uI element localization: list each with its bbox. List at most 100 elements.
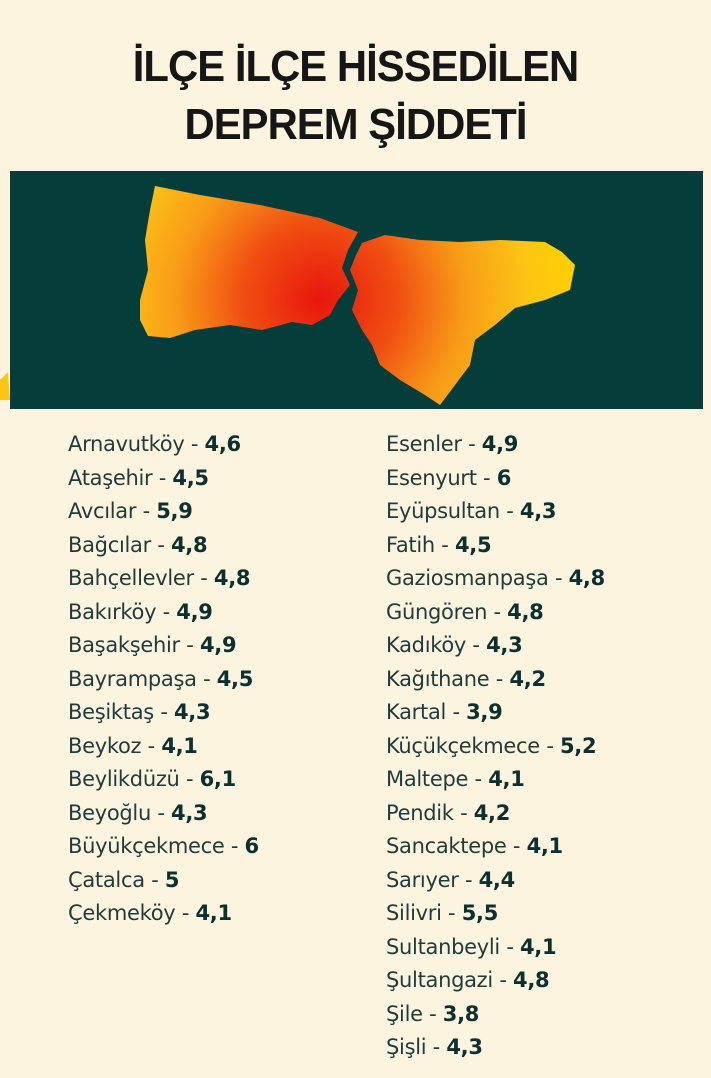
- district-name: Başakşehir: [68, 633, 180, 657]
- map-background: [10, 171, 703, 409]
- district-name: Beykoz: [68, 733, 142, 758]
- intensity-value: 5,5: [461, 901, 499, 925]
- district-row: Sarıyer - 4,4: [386, 864, 605, 898]
- separator: -: [147, 733, 156, 758]
- separator: -: [493, 599, 501, 624]
- separator: -: [160, 700, 168, 724]
- intensity-value: 4,1: [520, 934, 557, 959]
- map: [0, 171, 703, 409]
- district-row: Sultanbeyli - 4,1: [386, 931, 605, 965]
- district-name: Arnavutköy: [68, 432, 185, 456]
- district-name: Bağcılar: [68, 532, 151, 557]
- separator: -: [429, 1001, 437, 1026]
- separator: -: [464, 867, 473, 892]
- edge-shape: [0, 372, 10, 400]
- district-name: Silivri: [386, 901, 442, 925]
- intensity-value: 6: [244, 834, 260, 858]
- separator: -: [506, 934, 514, 959]
- district-row: Avcılar - 5,9: [68, 495, 259, 529]
- district-name: Beşiktaş: [68, 700, 154, 724]
- district-row: Başakşehir - 4,9: [68, 629, 259, 663]
- intensity-value: 4,2: [473, 800, 511, 825]
- intensity-value: 4,4: [478, 867, 516, 892]
- separator: -: [472, 633, 480, 657]
- district-row: Bakırköy - 4,9: [68, 596, 259, 630]
- district-name: Pendik: [386, 800, 454, 825]
- district-name: Şile: [386, 1001, 423, 1026]
- district-name: Bayrampaşa: [68, 666, 197, 691]
- intensity-value: 4,5: [216, 666, 254, 691]
- intensity-value: 5,2: [559, 733, 597, 758]
- intensity-value: 6,1: [199, 767, 237, 791]
- district-row: Beşiktaş - 4,3: [68, 696, 259, 730]
- intensity-value: 4,8: [171, 532, 208, 557]
- district-row: Esenler - 4,9: [386, 428, 605, 462]
- intensity-value: 4,8: [568, 566, 606, 590]
- separator: -: [474, 767, 483, 791]
- title-line: İLÇE İLÇE HİSSEDİLEN: [132, 42, 579, 91]
- district-row: Esenyurt - 6: [386, 462, 605, 496]
- separator: -: [181, 901, 190, 925]
- column: Esenler - 4,9 Esenyurt - 6 Eyüpsultan - 4,…: [386, 428, 605, 1065]
- district-row: Güngören - 4,8: [386, 596, 605, 630]
- district-row: Bayrampaşa - 4,5: [68, 663, 259, 697]
- intensity-value: 3,8: [442, 1001, 480, 1026]
- district-row: Kağıthane - 4,2: [386, 663, 605, 697]
- district-name: Bakırköy: [68, 599, 157, 624]
- district-row: Pendik - 4,2: [386, 797, 605, 831]
- separator: -: [448, 901, 456, 925]
- district-row: Gaziosmanpaşa - 4,8: [386, 562, 605, 596]
- district-row: Bahçellevler - 4,8: [68, 562, 259, 596]
- intensity-value: 4,1: [526, 834, 564, 858]
- district-row: Silivri - 5,5: [386, 897, 605, 931]
- separator: -: [499, 968, 507, 992]
- intensity-value: 4,8: [213, 566, 251, 590]
- district-row: Bağcılar - 4,8: [68, 529, 259, 563]
- district-name: Beylikdüzü: [68, 767, 180, 791]
- separator: -: [158, 465, 167, 490]
- district-name: Büyükçekmece: [68, 834, 225, 858]
- district-row: Kartal - 3,9: [386, 696, 605, 730]
- separator: -: [157, 800, 165, 825]
- separator: -: [230, 834, 239, 858]
- district-name: Ataşehir: [68, 465, 153, 490]
- separator: -: [432, 1035, 441, 1059]
- district-name: Gaziosmanpaşa: [386, 566, 549, 590]
- district-name: Esenler: [386, 432, 462, 456]
- europe-side: [140, 186, 358, 338]
- district-name: Esenyurt: [386, 465, 477, 490]
- separator: -: [468, 432, 476, 456]
- separator: -: [203, 666, 211, 691]
- district-row: Büyükçekmece - 6: [68, 830, 259, 864]
- separator: -: [185, 767, 194, 791]
- district-name: Maltepe: [386, 767, 469, 791]
- separator: -: [506, 499, 514, 523]
- intensity-value: 4,9: [199, 633, 237, 657]
- district-row: Kadıköy - 4,3: [386, 629, 605, 663]
- intensity-value: 4,3: [446, 1035, 483, 1059]
- separator: -: [151, 867, 159, 892]
- separator: -: [554, 566, 563, 590]
- district-name: Avcılar: [68, 499, 137, 523]
- intensity-value: 4,5: [454, 532, 492, 557]
- district-row: Beyoğlu - 4,3: [68, 797, 259, 831]
- intensity-value: 4,3: [173, 700, 211, 724]
- district-name: Bahçellevler: [68, 566, 194, 590]
- district-name: Kartal: [386, 700, 447, 724]
- district-row: Maltepe - 4,1: [386, 763, 605, 797]
- district-name: Kadıköy: [386, 633, 467, 657]
- title-line: DEPREM ŞİDDETİ: [184, 100, 527, 149]
- district-row: Şultangazi - 4,8: [386, 964, 605, 998]
- district-name: Güngören: [386, 599, 488, 624]
- district-row: Sancaktepe - 4,1: [386, 830, 605, 864]
- intensity-value: 4,9: [176, 599, 213, 624]
- intensity-value: 4,2: [509, 666, 546, 691]
- separator: -: [142, 499, 151, 523]
- intensity-value: 4,8: [507, 599, 544, 624]
- intensity-value: 4,9: [481, 432, 519, 456]
- intensity-value: 4,5: [172, 465, 209, 490]
- separator: -: [157, 532, 165, 557]
- intensity-value: 4,6: [204, 432, 242, 456]
- intensity-value: 4,3: [486, 633, 523, 657]
